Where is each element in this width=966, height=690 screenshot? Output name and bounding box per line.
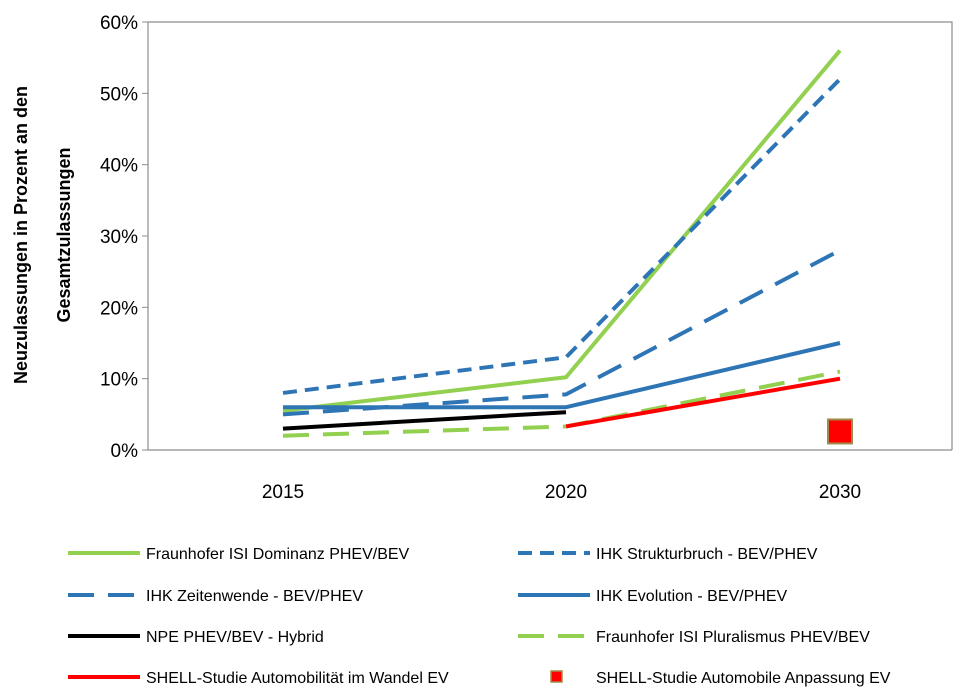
y-tick-label: 40% bbox=[100, 156, 138, 177]
y-tick-label: 30% bbox=[100, 227, 138, 248]
series-line-5 bbox=[282, 410, 567, 431]
legend-label: Fraunhofer ISI Dominanz PHEV/BEV bbox=[146, 546, 410, 563]
x-axis: 2015 2020 2030 bbox=[148, 449, 952, 503]
y-tick-label: 10% bbox=[100, 370, 138, 391]
legend-label: SHELL-Studie Automobilität im Wandel EV bbox=[146, 670, 449, 687]
x-tick-label: 2030 bbox=[819, 482, 861, 503]
y-tick-label: 0% bbox=[111, 441, 139, 462]
series-layer bbox=[282, 49, 853, 445]
y-tick-label: 60% bbox=[100, 13, 138, 34]
y-axis-title-line2: Gesamtzulassungen bbox=[54, 147, 74, 322]
series-line-6 bbox=[282, 369, 841, 438]
legend-label: Fraunhofer ISI Pluralismus PHEV/BEV bbox=[596, 629, 870, 646]
y-axis: 0% 10% 20% 30% 40% 50% 60% bbox=[100, 13, 148, 462]
legend: Fraunhofer ISI Dominanz PHEV/BEV IHK Stru… bbox=[68, 546, 891, 687]
series-line-7 bbox=[565, 376, 841, 429]
series-line-1 bbox=[282, 49, 842, 413]
legend-label: SHELL-Studie Automobile Anpassung EV bbox=[596, 670, 891, 687]
legend-label: NPE PHEV/BEV - Hybrid bbox=[146, 629, 324, 646]
legend-label: IHK Evolution - BEV/PHEV bbox=[596, 588, 788, 605]
x-tick-label: 2015 bbox=[262, 482, 304, 503]
series-line-3 bbox=[282, 248, 841, 417]
series-line-4 bbox=[283, 341, 841, 410]
legend-label: IHK Strukturbruch - BEV/PHEV bbox=[596, 546, 818, 563]
y-axis-title-line1: Neuzulassungen in Prozent an den bbox=[11, 86, 31, 384]
series-line-2 bbox=[282, 77, 842, 395]
data-point-marker bbox=[827, 418, 853, 445]
y-tick-label: 20% bbox=[100, 298, 138, 319]
x-tick-label: 2020 bbox=[545, 482, 587, 503]
legend-marker bbox=[550, 670, 563, 683]
legend-label: IHK Zeitenwende - BEV/PHEV bbox=[146, 588, 363, 605]
y-tick-label: 50% bbox=[100, 84, 138, 105]
